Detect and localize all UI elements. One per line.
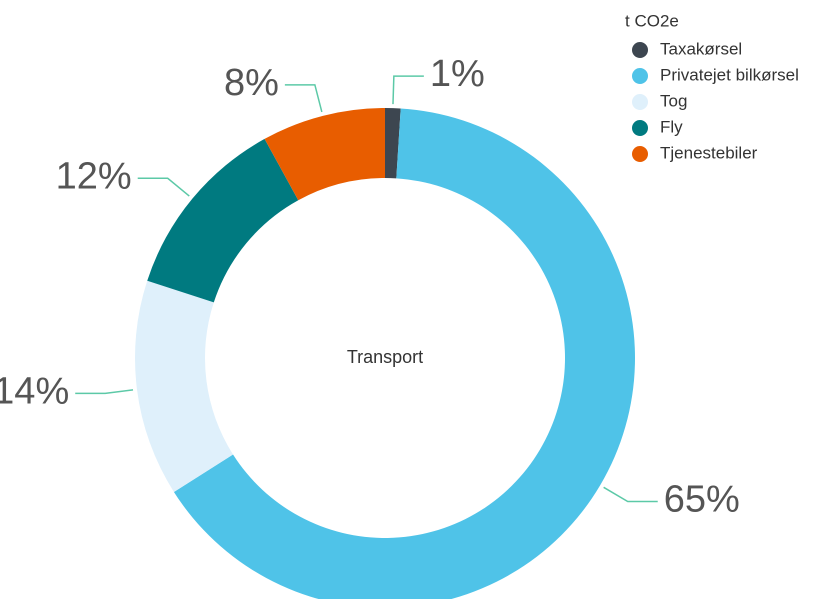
legend-marker: [632, 42, 648, 58]
legend-label: Privatejet bilkørsel: [660, 65, 799, 84]
legend-marker: [632, 120, 648, 136]
donut-slice: [147, 138, 299, 303]
leader-line: [392, 75, 424, 105]
donut-slice: [385, 108, 401, 179]
legend-label: Taxakørsel: [660, 39, 742, 58]
data-label: 8%: [224, 62, 279, 104]
data-label: 1%: [430, 53, 485, 95]
leader-line: [137, 177, 190, 197]
legend-marker: [632, 94, 648, 110]
legend-marker: [632, 146, 648, 162]
center-label: Transport: [347, 347, 423, 367]
donut-slice: [173, 108, 635, 599]
donut-slice: [135, 280, 234, 492]
data-label: 65%: [664, 479, 740, 521]
legend-marker: [632, 68, 648, 84]
legend-title: t CO2e: [625, 11, 679, 30]
donut-slice: [264, 108, 385, 201]
data-label: 14%: [0, 370, 69, 412]
leader-line: [603, 486, 658, 503]
leader-line: [75, 389, 134, 395]
legend-label: Tjenestebiler: [660, 143, 758, 162]
legend-label: Fly: [660, 117, 683, 136]
legend-label: Tog: [660, 91, 687, 110]
data-label: 12%: [56, 155, 132, 197]
leader-line: [284, 84, 323, 113]
